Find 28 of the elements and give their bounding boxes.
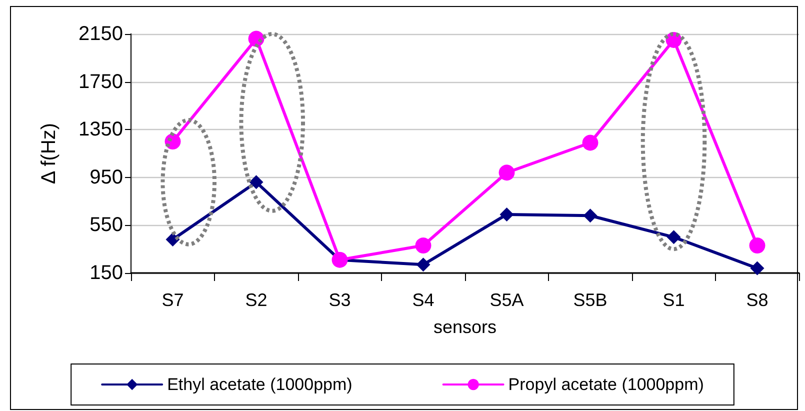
legend-label: Propyl acetate (1000ppm) [508,375,704,394]
point [750,261,764,276]
point [498,164,515,181]
y-tick-label: 550 [90,214,123,236]
point [582,134,598,151]
point [415,238,432,254]
y-axis-title: Δ f(Hz) [38,122,60,184]
legend-label: Ethyl acetate (1000ppm) [167,375,352,394]
x-tick-label: S4 [412,290,434,310]
x-tick-label: S1 [662,290,685,310]
point [500,207,514,222]
x-tick-label: S5B [573,290,608,310]
point [249,175,264,190]
point [583,208,598,223]
y-tick-label: 950 [90,166,123,188]
point [666,230,681,244]
x-tick-label: S2 [245,290,268,310]
y-tick-label: 2150 [78,23,123,45]
x-axis-title: sensors [433,317,497,337]
y-tick-label: 1350 [78,118,123,141]
x-tick-label: S7 [162,290,184,310]
y-tick-label: 150 [90,262,123,284]
x-tick-label: S5A [490,290,524,310]
x-tick-label: S8 [746,290,768,310]
y-tick-label: 1750 [78,70,123,93]
point [416,258,430,272]
point [749,238,766,254]
x-tick-label: S3 [328,290,351,310]
